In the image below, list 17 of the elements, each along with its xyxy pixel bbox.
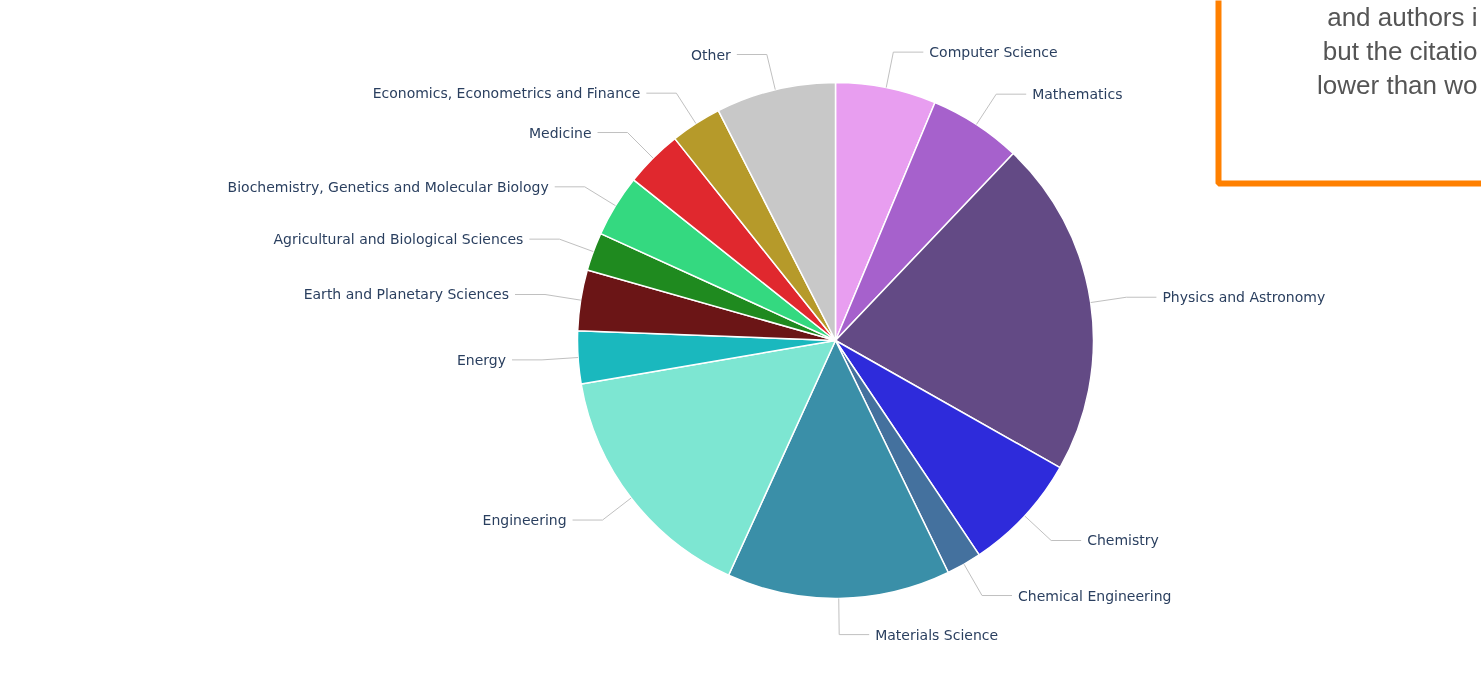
- slice-label: Chemistry: [1087, 532, 1159, 549]
- text: and authors i: [1327, 1, 1478, 32]
- slice-label: Materials Science: [875, 626, 999, 643]
- slice-label: Chemical Engineering: [1018, 587, 1172, 604]
- slice-label: Energy: [457, 351, 507, 368]
- slice-label: Engineering: [482, 512, 567, 529]
- slice-label: Economics, Econometrics and Finance: [372, 85, 641, 102]
- text: but the citatio: [1322, 35, 1478, 66]
- slice-label: Computer Science: [929, 44, 1058, 61]
- slice-label: Biochemistry, Genetics and Molecular Biology: [227, 178, 549, 195]
- slice-label: Mathematics: [1032, 86, 1123, 103]
- slice-label: Agricultural and Biological Sciences: [273, 231, 524, 248]
- text: lower than wo: [1317, 69, 1478, 100]
- slice-label: Physics and Astronomy: [1162, 289, 1326, 306]
- slice-label: Medicine: [528, 124, 592, 141]
- slice-label: Earth and Planetary Sciences: [303, 286, 510, 303]
- slice-label: Other: [691, 46, 732, 63]
